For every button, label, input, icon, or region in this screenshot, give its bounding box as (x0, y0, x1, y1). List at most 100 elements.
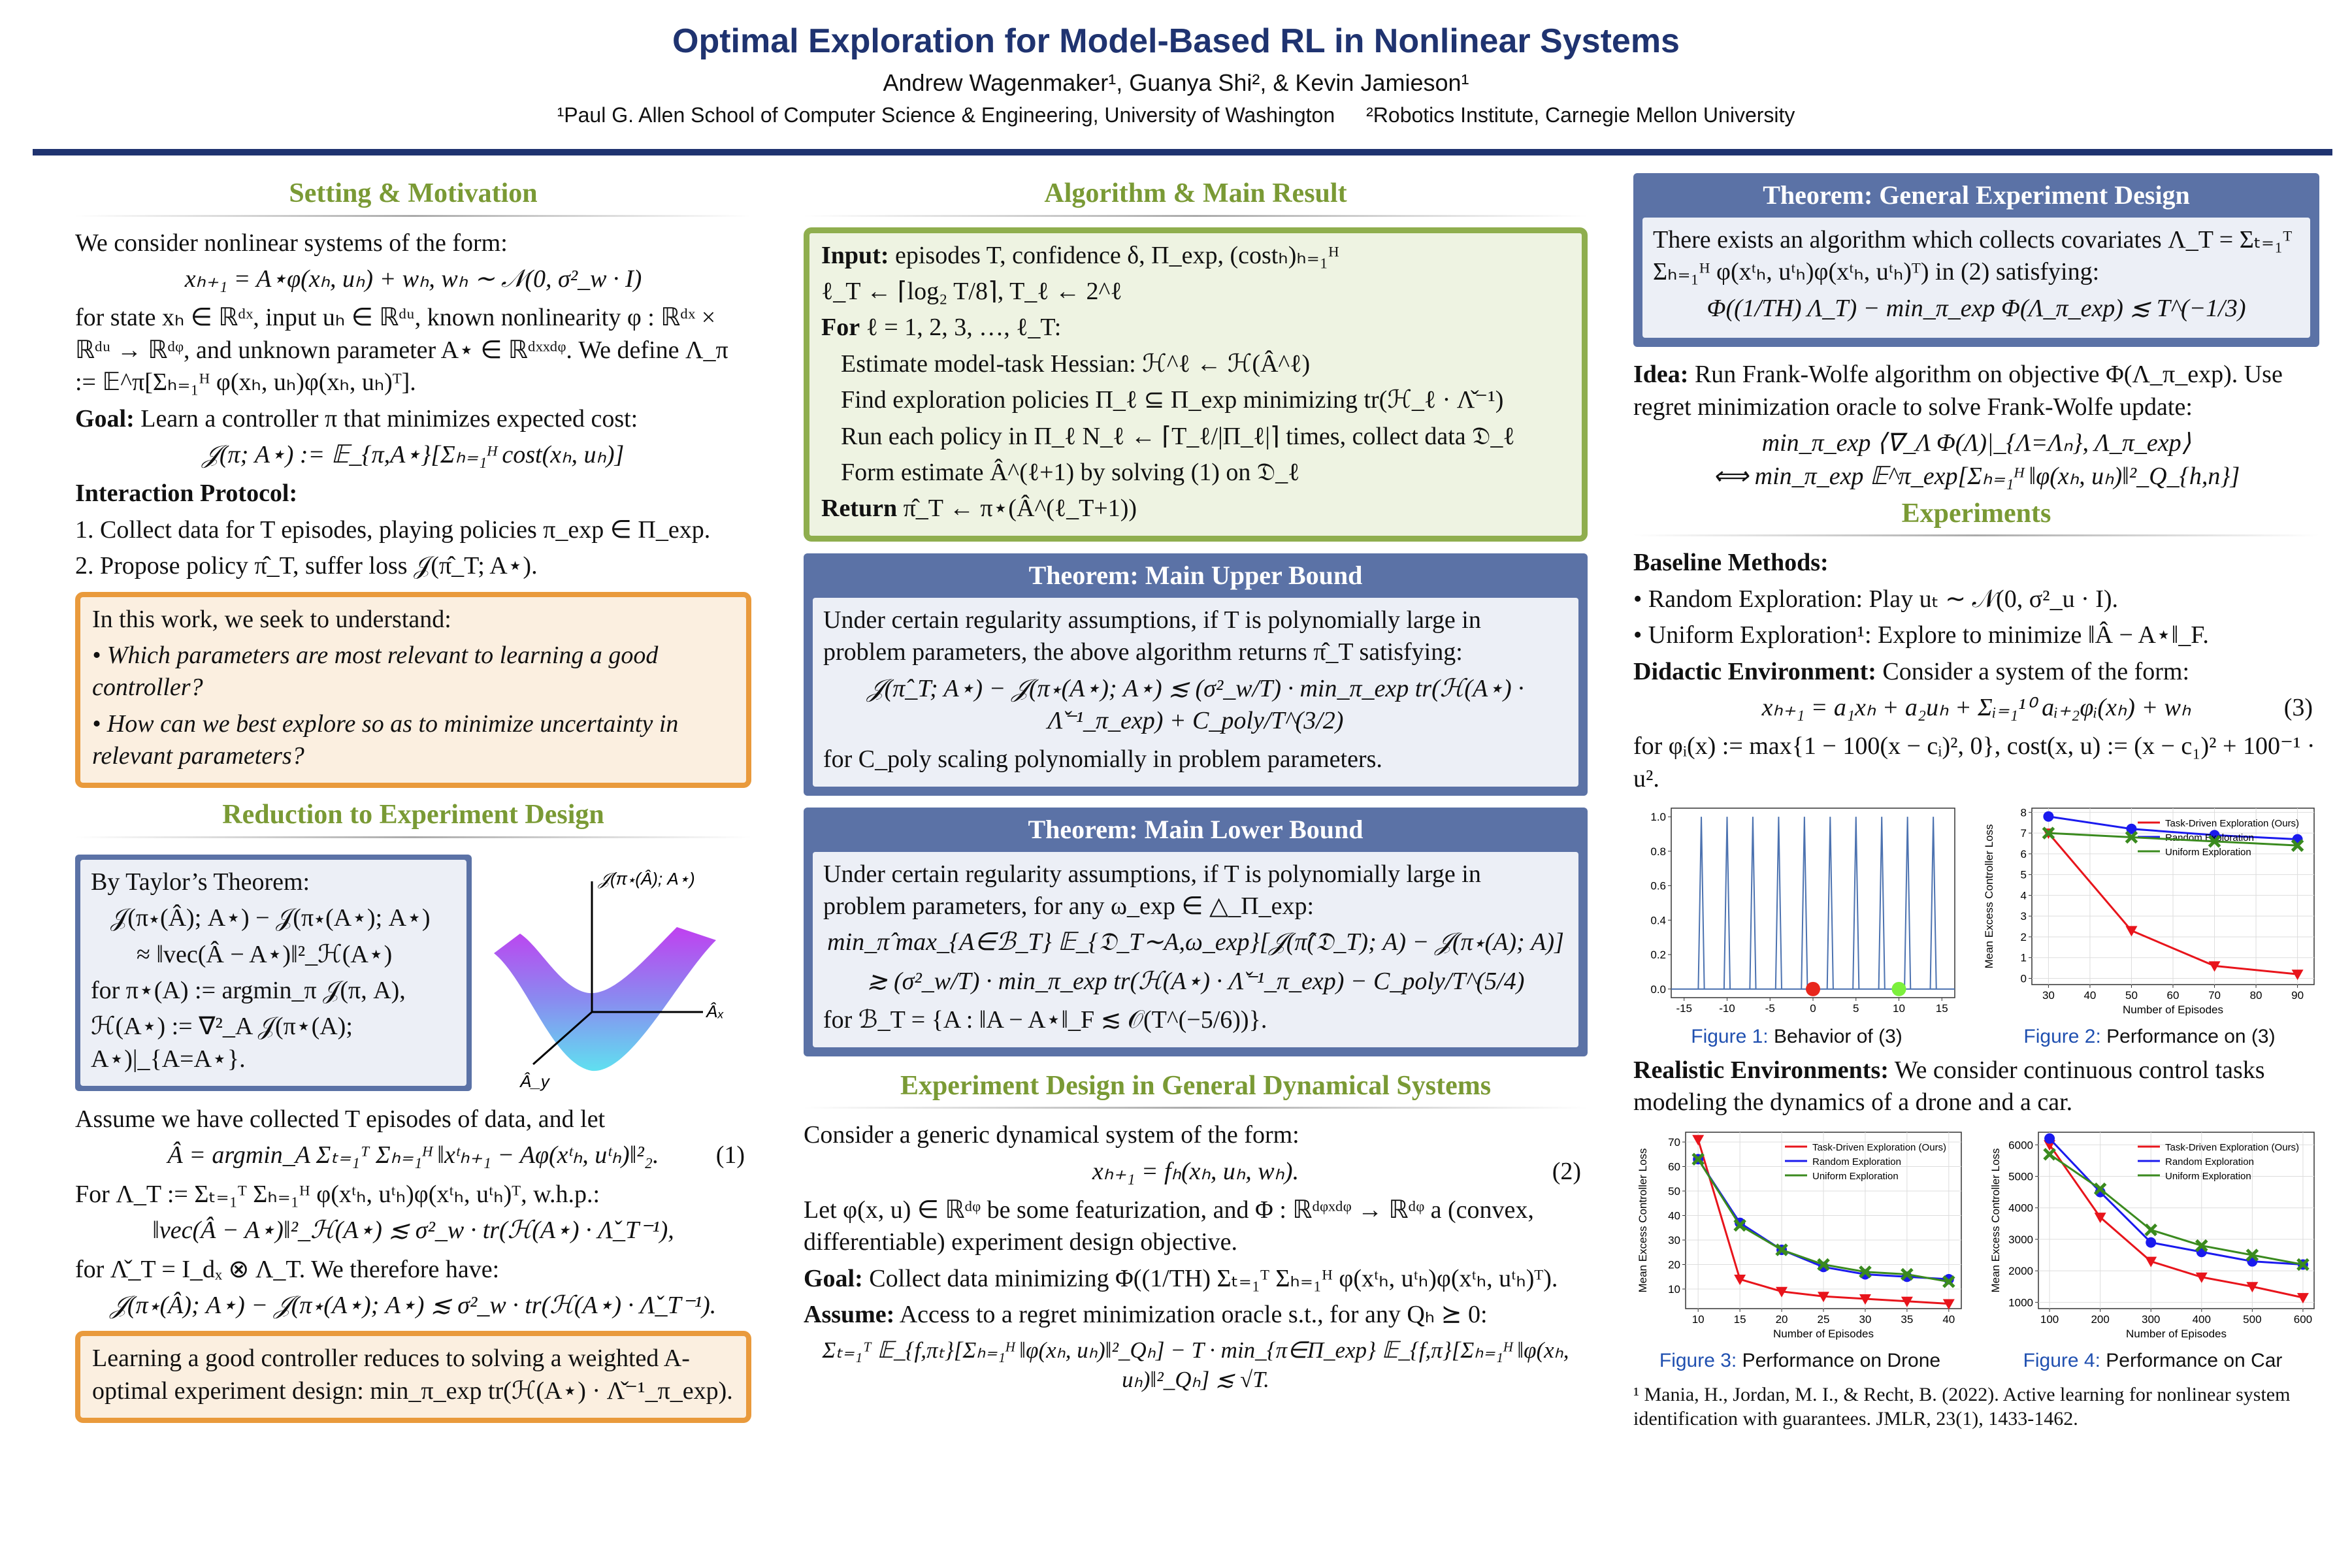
affiliation: ¹Paul G. Allen School of Computer Scienc… (557, 103, 1335, 127)
theorem-box: Theorem: Main Lower Bound Under certain … (804, 807, 1588, 1056)
marker (1901, 1296, 1913, 1307)
header: Optimal Exploration for Model-Based RL i… (0, 20, 2352, 129)
text: Realistic Environments: We consider cont… (1633, 1054, 2319, 1119)
x-tick-label: 500 (2243, 1313, 2261, 1326)
step: Find exploration policies Π_ℓ ⊆ Π_exp mi… (841, 386, 1504, 414)
legend-label: Uniform Exploration (2165, 847, 2251, 858)
x-tick-label: 40 (1942, 1313, 1955, 1326)
text: Assume: Access to a regret minimization … (804, 1299, 1588, 1331)
marker (2246, 1282, 2259, 1293)
legend-label: Task-Driven Exploration (Ours) (1812, 1142, 1946, 1153)
text: By Taylor’s Theorem: (91, 868, 310, 896)
conclusion-box: Learning a good controller reduces to so… (75, 1331, 751, 1424)
plot-frame (1671, 808, 1955, 998)
figure-plot: 0.0 0.2 0.4 0.6 0.8 1.0 -15 -10 -5 0 5 10 15 (1650, 808, 1955, 1015)
x-tick-label: 5 (1853, 1002, 1859, 1015)
label: Idea: (1633, 361, 1689, 389)
series-line (2048, 1144, 2304, 1299)
marker (2291, 970, 2304, 981)
equation-body: xₕ₊₁ = a₁xₕ + a₂uₕ + Σᵢ₌₁¹⁰ aᵢ₊₂φᵢ(xₕ) +… (1761, 693, 2191, 721)
marker (2043, 1147, 2056, 1161)
equation-body: Â = argmin_A Σₜ₌₁ᵀ Σₕ₌₁ᴴ ‖xᵗₕ₊₁ − Aφ(xᵗₕ… (167, 1141, 659, 1169)
marker (2042, 826, 2055, 840)
spike (1697, 817, 1705, 989)
y-tick-label: 6 (2021, 848, 2027, 860)
equation: ‖vec(Â − A⋆)‖²_ℋ(A⋆) ≲ σ²_w · tr(ℋ(A⋆) ·… (152, 1217, 674, 1245)
axis (532, 1011, 593, 1066)
y-tick-label: 6000 (2008, 1139, 2033, 1151)
y-tick-label: 4000 (2008, 1202, 2033, 1215)
theorem-title: Theorem: General Experiment Design (1763, 180, 2190, 210)
label: For (821, 314, 860, 342)
affiliations: ¹Paul G. Allen School of Computer Scienc… (0, 102, 2352, 129)
caption-number: Figure 1: (1691, 1026, 1769, 1048)
x-tick-label: 60 (2167, 989, 2180, 1002)
caption: Figure 2: Performance on (3) (1980, 1024, 2319, 1049)
caption-text: Performance on Drone (1742, 1349, 1941, 1371)
question: • How can we best explore so as to minim… (92, 710, 679, 770)
axis-label: Â_y (519, 1071, 551, 1091)
caption: Figure 1: Behavior of (3) (1633, 1024, 1960, 1049)
subheading: Interaction Protocol: (75, 480, 298, 508)
caption-number: Figure 3: (1659, 1349, 1737, 1371)
y-tick-label: 1 (2021, 952, 2027, 964)
y-tick-label: 8 (2021, 806, 2027, 819)
marker (2044, 1133, 2055, 1144)
question: • Which parameters are most relevant to … (92, 641, 659, 702)
marker (2246, 1249, 2259, 1262)
spike (1774, 817, 1782, 989)
text: Goal: Learn a controller π that minimize… (75, 403, 751, 435)
legend-label: Uniform Exploration (1812, 1171, 1899, 1182)
y-tick-label: 1.0 (1650, 811, 1666, 823)
y-tick-label: 40 (1668, 1209, 1680, 1222)
y-tick-label: 0.6 (1650, 880, 1666, 892)
text: Consider a system of the form: (1882, 657, 2190, 685)
axis-label: 𝒥(π⋆(Â); A⋆) (597, 869, 695, 889)
y-tick-label: 50 (1668, 1185, 1680, 1198)
text: Learn a controller π that minimizes expe… (140, 404, 638, 433)
y-tick-label: 2 (2021, 931, 2027, 943)
caption-text: Performance on (3) (2106, 1026, 2276, 1048)
x-axis-label: Number of Episodes (1773, 1328, 1874, 1340)
text: • Uniform Exploration¹: Explore to minim… (1633, 621, 2209, 649)
text: Baseline Methods: (1633, 547, 2319, 579)
equation: ≈ ‖vec(Â − A⋆)‖²_ℋ(A⋆) (137, 940, 393, 968)
figure-row: 10 20 30 40 50 60 70 10 15 20 25 30 35 40 Number of Ep… (1633, 1126, 2319, 1373)
marker (2195, 1272, 2208, 1283)
spike (1904, 817, 1912, 989)
marker (2208, 835, 2221, 848)
text: for Λ̌_T = I_dₓ ⊗ Λ_T. We therefore have… (75, 1255, 500, 1283)
x-tick-label: 20 (1776, 1313, 1788, 1326)
x-tick-label: -15 (1676, 1002, 1692, 1015)
series-line (2048, 832, 2298, 847)
step: Estimate model-task Hessian: ℋ^ℓ ← ℋ(Â^ℓ… (841, 350, 1311, 378)
section-heading: Algorithm & Main Result (804, 176, 1588, 217)
text: Goal: Collect data minimizing Φ((1/TH) Σ… (804, 1263, 1588, 1295)
y-tick-label: 5000 (2008, 1170, 2033, 1183)
step: Run each policy in Π_ℓ N_ℓ ← ⌈T_ℓ/|Π_ℓ|⌉… (841, 422, 1515, 450)
text: for C_poly scaling polynomially in probl… (823, 745, 1382, 774)
text: π̂_T ← π⋆(Â^(ℓ_T+1)) (903, 495, 1137, 523)
x-tick-label: 80 (2250, 989, 2262, 1002)
text: Didactic Environment: Consider a system … (1633, 656, 2319, 688)
question-box: In this work, we seek to understand: • W… (75, 591, 751, 789)
y-tick-label: 0.8 (1650, 845, 1666, 858)
equation: xₕ₊₁ = a₁xₕ + a₂uₕ + Σᵢ₌₁¹⁰ aᵢ₊₂φᵢ(xₕ) +… (1633, 692, 2319, 724)
text: 2. Propose policy π̂_T, suffer loss 𝒥(π̂… (75, 552, 538, 580)
text: episodes T, confidence δ, Π_exp, (costₕ)… (895, 241, 1339, 269)
y-tick-label: 3 (2021, 910, 2027, 923)
x-tick-label: 400 (2193, 1313, 2211, 1326)
label: Didactic Environment: (1633, 657, 1876, 685)
marker (2125, 926, 2138, 937)
spike (1801, 817, 1808, 989)
spike (1749, 817, 1757, 989)
x-tick-label: 15 (1734, 1313, 1746, 1326)
legend-label: Uniform Exploration (2165, 1171, 2251, 1182)
x-tick-label: 35 (1901, 1313, 1913, 1326)
marker (2126, 823, 2137, 834)
series-line (2048, 832, 2298, 975)
plot-frame (2038, 1132, 2315, 1309)
caption-text: Behavior of (3) (1773, 1026, 1903, 1048)
theorem-body: Under certain regularity assumptions, if… (813, 597, 1578, 787)
